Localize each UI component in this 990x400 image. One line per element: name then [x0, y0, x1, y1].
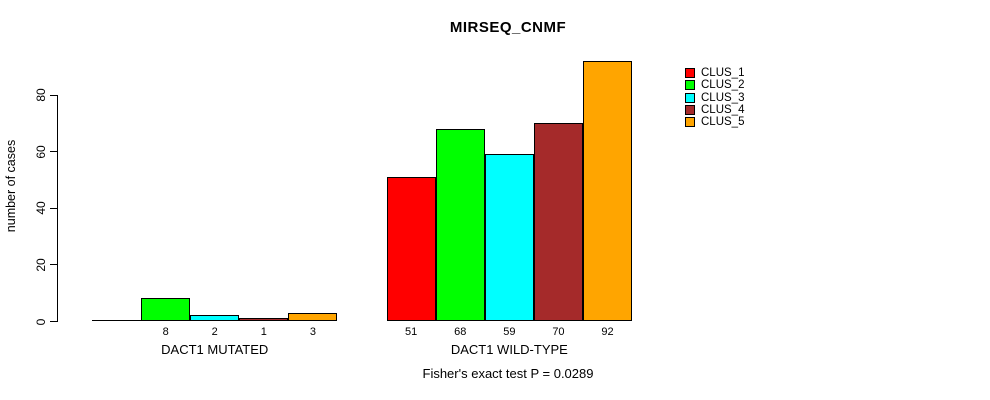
bar-value-label: 92 — [601, 326, 614, 338]
bar — [190, 315, 240, 321]
y-tick-label: 60 — [34, 145, 48, 159]
category-label: DACT1 WILD-TYPE — [450, 342, 568, 357]
legend-swatch — [685, 92, 695, 103]
bar — [386, 177, 436, 321]
legend-swatch — [685, 117, 695, 128]
y-axis-label: number of cases — [4, 139, 18, 233]
y-tick-label: 80 — [34, 88, 48, 102]
bar-value-label: 51 — [405, 326, 418, 338]
bar-value-label: 2 — [211, 326, 218, 338]
legend-item: CLUS_5 — [685, 116, 744, 128]
chart-title: MIRSEQ_CNMF — [449, 19, 567, 36]
y-tick — [50, 207, 57, 209]
bar-value-label: 70 — [552, 326, 565, 338]
bar-value-label: 68 — [454, 326, 467, 338]
bar-value-label: 59 — [503, 326, 516, 338]
statistical-test-footnote: Fisher's exact test P = 0.0289 — [422, 366, 594, 381]
bar — [288, 313, 338, 321]
legend-item: CLUS_1 — [685, 67, 744, 79]
category-label: DACT1 MUTATED — [161, 342, 269, 357]
y-tick — [50, 151, 57, 153]
bar — [435, 129, 485, 321]
bar — [239, 318, 289, 321]
legend-label: CLUS_4 — [701, 104, 745, 117]
legend-label: CLUS_1 — [701, 67, 745, 80]
legend-swatch — [685, 105, 695, 116]
legend-swatch — [685, 80, 695, 91]
legend-label: CLUS_2 — [701, 79, 745, 92]
bar — [533, 123, 583, 321]
y-tick — [50, 321, 57, 322]
y-tick — [50, 264, 57, 266]
y-tick-label: 20 — [34, 258, 48, 272]
bar — [484, 154, 534, 321]
legend-item: CLUS_2 — [685, 79, 744, 91]
legend-item: CLUS_4 — [685, 104, 744, 116]
bar-value-label: 1 — [260, 326, 267, 338]
bar-value-label: 8 — [162, 326, 169, 338]
y-axis-line — [57, 94, 58, 322]
legend-swatch — [685, 68, 695, 79]
y-tick-label: 0 — [34, 318, 48, 325]
legend-label: CLUS_5 — [701, 116, 745, 129]
bar — [92, 320, 142, 321]
legend-item: CLUS_3 — [685, 92, 744, 104]
bar — [141, 298, 191, 321]
bar-value-label: 3 — [309, 326, 316, 338]
bar — [583, 61, 633, 321]
chart-legend: CLUS_1 CLUS_2 CLUS_3 CLUS_4 CLUS_5 — [685, 67, 744, 128]
y-tick — [50, 94, 57, 96]
legend-label: CLUS_3 — [701, 91, 745, 104]
y-tick-label: 40 — [34, 201, 48, 215]
